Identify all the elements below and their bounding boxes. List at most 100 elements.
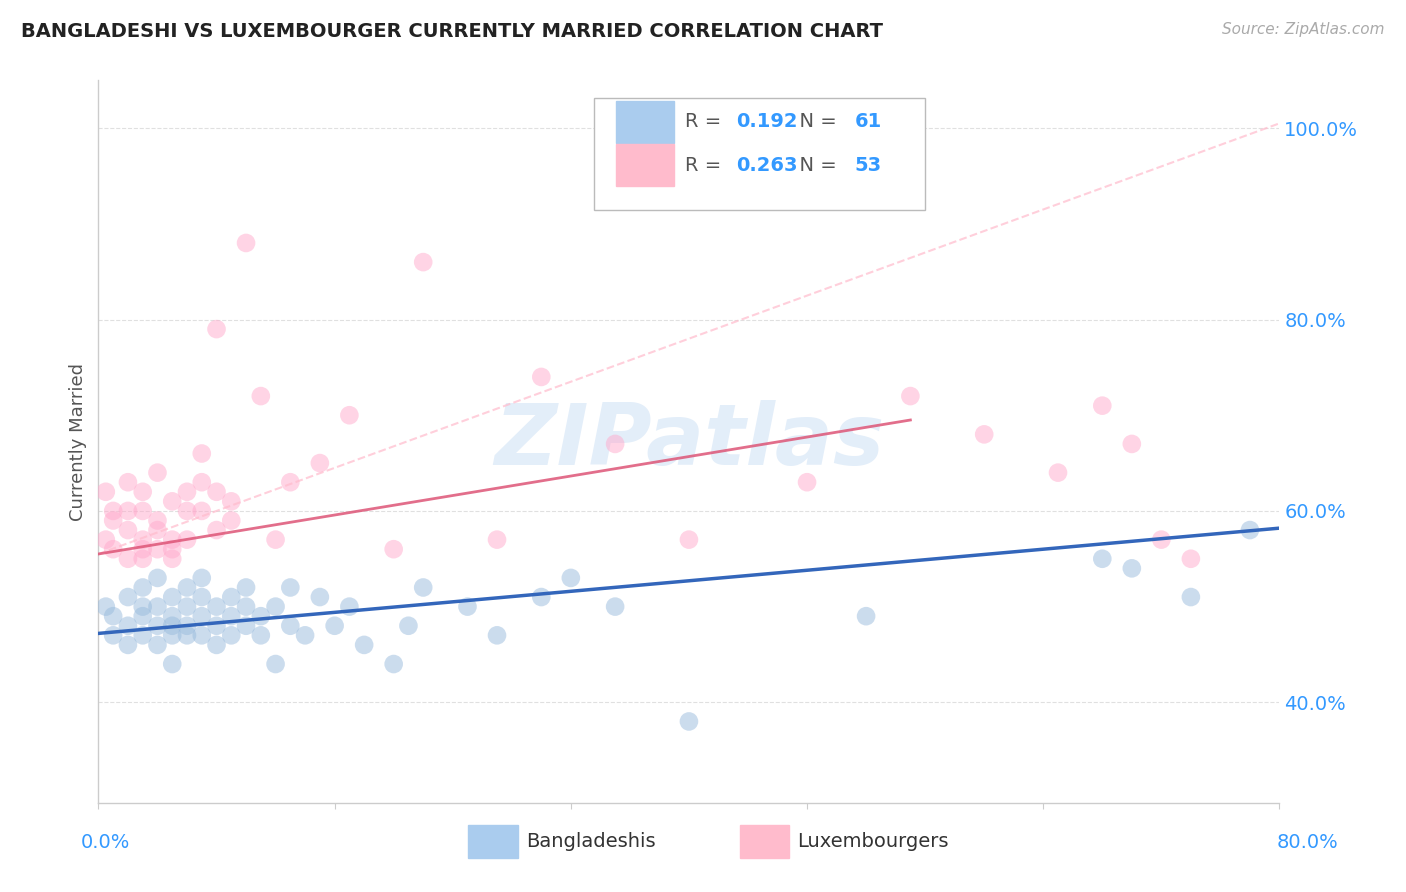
- Point: [132, 551, 155, 566]
- Point: [117, 475, 139, 490]
- Point: [162, 619, 183, 633]
- Text: N =: N =: [787, 112, 844, 131]
- Point: [132, 609, 155, 624]
- Point: [605, 599, 627, 614]
- Text: BANGLADESHI VS LUXEMBOURGER CURRENTLY MARRIED CORRELATION CHART: BANGLADESHI VS LUXEMBOURGER CURRENTLY MA…: [21, 22, 883, 41]
- Point: [117, 523, 139, 537]
- Point: [221, 514, 243, 528]
- Point: [486, 628, 509, 642]
- Point: [1091, 551, 1114, 566]
- Point: [146, 542, 169, 557]
- Point: [162, 657, 183, 671]
- Text: 80.0%: 80.0%: [1277, 833, 1339, 853]
- Text: Bangladeshis: Bangladeshis: [526, 832, 655, 851]
- Point: [191, 571, 214, 585]
- Point: [162, 609, 183, 624]
- Point: [176, 581, 198, 595]
- Point: [235, 599, 257, 614]
- Point: [900, 389, 922, 403]
- Point: [280, 581, 302, 595]
- Point: [250, 389, 273, 403]
- Point: [457, 599, 479, 614]
- FancyBboxPatch shape: [468, 825, 517, 858]
- Point: [117, 619, 139, 633]
- Point: [205, 638, 228, 652]
- Point: [382, 542, 405, 557]
- Point: [132, 581, 155, 595]
- Point: [103, 504, 125, 518]
- Point: [280, 475, 302, 490]
- Text: ZIPatlas: ZIPatlas: [494, 400, 884, 483]
- Point: [1150, 533, 1173, 547]
- Point: [162, 542, 183, 557]
- Point: [235, 581, 257, 595]
- Point: [191, 475, 214, 490]
- Point: [339, 599, 361, 614]
- Point: [264, 533, 287, 547]
- Point: [678, 533, 700, 547]
- Point: [678, 714, 700, 729]
- Point: [221, 609, 243, 624]
- Text: R =: R =: [685, 112, 728, 131]
- Point: [176, 484, 198, 499]
- Point: [176, 504, 198, 518]
- Text: 0.263: 0.263: [737, 156, 797, 175]
- Point: [162, 628, 183, 642]
- Point: [221, 628, 243, 642]
- Point: [309, 456, 332, 470]
- Point: [1046, 466, 1070, 480]
- Point: [132, 542, 155, 557]
- Point: [353, 638, 375, 652]
- Point: [94, 599, 117, 614]
- Point: [162, 551, 183, 566]
- Point: [117, 504, 139, 518]
- Point: [221, 590, 243, 604]
- Point: [146, 523, 169, 537]
- Point: [146, 571, 169, 585]
- Point: [191, 628, 214, 642]
- Point: [1121, 561, 1143, 575]
- Point: [132, 484, 155, 499]
- Point: [162, 533, 183, 547]
- Point: [530, 590, 553, 604]
- Text: 0.192: 0.192: [737, 112, 797, 131]
- Text: 61: 61: [855, 112, 882, 131]
- Point: [530, 370, 553, 384]
- Point: [264, 599, 287, 614]
- Point: [973, 427, 995, 442]
- Point: [605, 437, 627, 451]
- Point: [176, 619, 198, 633]
- Point: [205, 484, 228, 499]
- Point: [294, 628, 316, 642]
- Point: [191, 504, 214, 518]
- Point: [162, 494, 183, 508]
- Text: R =: R =: [685, 156, 728, 175]
- Point: [1091, 399, 1114, 413]
- Text: 53: 53: [855, 156, 882, 175]
- Point: [235, 619, 257, 633]
- Point: [323, 619, 346, 633]
- Text: 0.0%: 0.0%: [80, 833, 131, 853]
- Point: [250, 609, 273, 624]
- Point: [117, 590, 139, 604]
- FancyBboxPatch shape: [616, 144, 673, 186]
- Point: [1239, 523, 1261, 537]
- Point: [117, 551, 139, 566]
- Point: [486, 533, 509, 547]
- Point: [94, 484, 117, 499]
- Point: [398, 619, 420, 633]
- Point: [205, 523, 228, 537]
- Text: Luxembourgers: Luxembourgers: [797, 832, 949, 851]
- Point: [309, 590, 332, 604]
- Point: [560, 571, 582, 585]
- Point: [103, 628, 125, 642]
- FancyBboxPatch shape: [616, 101, 673, 143]
- Point: [176, 599, 198, 614]
- Point: [94, 533, 117, 547]
- Point: [235, 235, 257, 250]
- Point: [855, 609, 877, 624]
- Point: [339, 408, 361, 422]
- Point: [1121, 437, 1143, 451]
- Point: [146, 619, 169, 633]
- Point: [146, 514, 169, 528]
